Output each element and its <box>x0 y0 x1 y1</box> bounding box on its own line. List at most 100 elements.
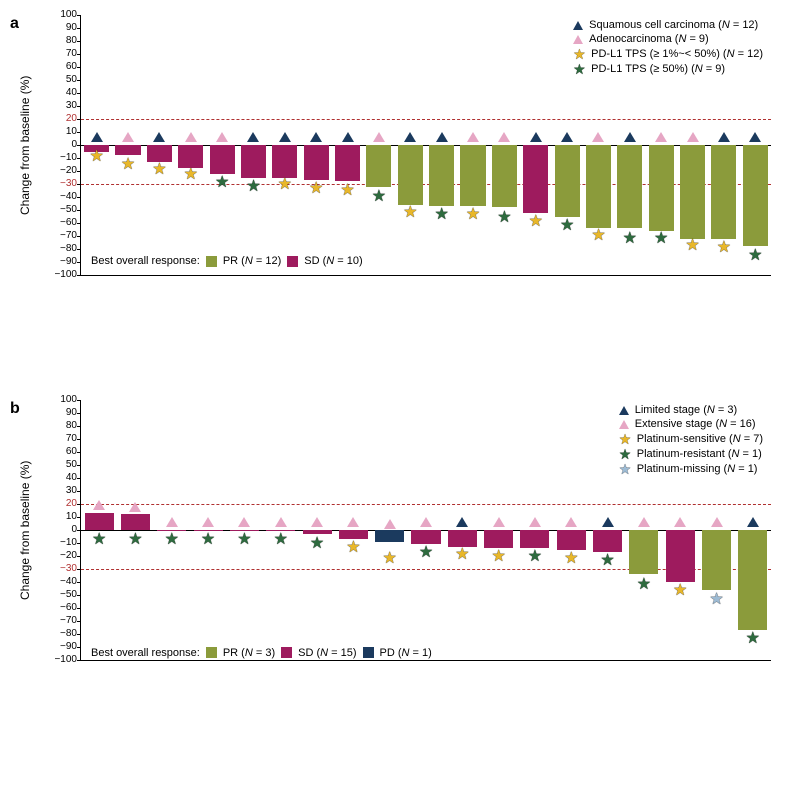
triangle-marker <box>275 517 287 527</box>
waterfall-bar <box>523 145 548 213</box>
waterfall-bar <box>617 145 642 228</box>
bar-slot: ★ <box>238 15 269 275</box>
bar-slot: ★ <box>269 15 300 275</box>
y-tick-label: −60 <box>60 603 81 613</box>
triangle-marker <box>456 517 468 527</box>
y-tick-label: −80 <box>60 244 81 254</box>
triangle-marker <box>529 517 541 527</box>
star-marker: ★ <box>165 532 179 548</box>
bar-slot: ★ <box>154 400 190 660</box>
triangle-icon <box>619 420 629 429</box>
y-tick-label: 10 <box>66 512 81 522</box>
legend-label: Platinum-sensitive (N = 7) <box>637 433 763 446</box>
legend-label: Squamous cell carcinoma (N = 12) <box>589 19 758 32</box>
star-icon: ★ <box>619 432 631 446</box>
y-tick-label: 80 <box>66 421 81 431</box>
waterfall-bar <box>743 145 768 246</box>
triangle-marker <box>655 132 667 142</box>
triangle-marker <box>122 132 134 142</box>
star-marker: ★ <box>201 532 215 548</box>
legend-row: ★Platinum-missing (N = 1) <box>619 462 763 476</box>
triangle-marker <box>498 132 510 142</box>
bar-slot: ★ <box>489 15 520 275</box>
bar-slot: ★ <box>144 15 175 275</box>
star-marker: ★ <box>455 547 469 563</box>
star-marker: ★ <box>564 551 578 567</box>
y-tick-label: 50 <box>66 460 81 470</box>
waterfall-bar <box>429 145 454 206</box>
legend-label: PD-L1 TPS (≥ 50%) (N = 9) <box>591 63 725 76</box>
waterfall-bar <box>460 145 485 206</box>
legend-swatch <box>206 647 217 658</box>
star-marker: ★ <box>372 189 386 205</box>
y-tick-label: −70 <box>60 231 81 241</box>
panel-label-a: a <box>10 15 19 33</box>
triangle-icon <box>573 35 583 44</box>
y-tick-label: 60 <box>66 62 81 72</box>
waterfall-bar <box>147 145 172 162</box>
bar-slot: ★ <box>81 400 117 660</box>
bar-slot: ★ <box>372 400 408 660</box>
legend-row: Adenocarcinoma (N = 9) <box>573 33 763 46</box>
bottom-legend-prefix: Best overall response: <box>91 255 200 267</box>
star-marker: ★ <box>340 183 354 199</box>
triangle-marker <box>202 517 214 527</box>
bottom-legend-label: PR (N = 3) <box>223 647 275 659</box>
star-marker: ★ <box>92 532 106 548</box>
star-marker: ★ <box>274 532 288 548</box>
waterfall-bar <box>711 145 736 239</box>
waterfall-bar <box>738 530 767 630</box>
bar-slot: ★ <box>263 400 299 660</box>
y-axis-label: Change from baseline (%) <box>18 76 32 215</box>
star-marker: ★ <box>419 545 433 561</box>
star-marker: ★ <box>528 549 542 565</box>
bar-slot: ★ <box>520 15 551 275</box>
panel-a: aChange from baseline (%)−100−90−80−70−6… <box>10 15 784 335</box>
star-marker: ★ <box>591 228 605 244</box>
star-marker: ★ <box>560 218 574 234</box>
triangle-marker <box>565 517 577 527</box>
bottom-legend: Best overall response:PR (N = 3)SD (N = … <box>91 647 432 659</box>
legend-label: PD-L1 TPS (≥ 1%~< 50%) (N = 12) <box>591 48 763 61</box>
legend-row: ★Platinum-resistant (N = 1) <box>619 447 763 461</box>
star-marker: ★ <box>346 540 360 556</box>
bar-slot: ★ <box>301 15 332 275</box>
legend-label: Limited stage (N = 3) <box>635 404 737 417</box>
triangle-marker <box>185 132 197 142</box>
triangle-marker <box>91 132 103 142</box>
triangle-marker <box>493 517 505 527</box>
triangle-marker <box>747 517 759 527</box>
y-tick-label: 0 <box>71 525 81 535</box>
star-marker: ★ <box>152 162 166 178</box>
y-tick-label: −20 <box>60 166 81 176</box>
triangle-marker <box>436 132 448 142</box>
legend-swatch <box>363 647 374 658</box>
triangle-marker <box>373 132 385 142</box>
star-marker: ★ <box>383 551 397 567</box>
triangle-marker <box>384 519 396 529</box>
bar-slot: ★ <box>480 400 516 660</box>
star-marker: ★ <box>685 238 699 254</box>
star-icon: ★ <box>573 62 585 76</box>
legend-row: ★ PD-L1 TPS (≥ 50%) (N = 9) <box>573 62 763 76</box>
y-tick-label: 20 <box>66 114 81 124</box>
y-tick-label: −30 <box>60 564 81 574</box>
triangle-marker <box>404 132 416 142</box>
waterfall-bar <box>520 530 549 548</box>
waterfall-bar <box>593 530 622 552</box>
y-tick-label: −10 <box>60 538 81 548</box>
bar-slot: ★ <box>335 400 371 660</box>
star-marker: ★ <box>121 157 135 173</box>
star-marker: ★ <box>491 549 505 565</box>
waterfall-bar <box>492 145 517 207</box>
bar-slot: ★ <box>444 400 480 660</box>
star-marker: ★ <box>746 631 760 647</box>
bottom-legend: Best overall response:PR (N = 12)SD (N =… <box>91 255 363 267</box>
y-tick-label: −80 <box>60 629 81 639</box>
waterfall-bar <box>398 145 423 205</box>
waterfall-bar <box>375 530 404 542</box>
triangle-marker <box>310 132 322 142</box>
panel-label-b: b <box>10 400 20 418</box>
star-marker: ★ <box>529 214 543 230</box>
triangle-marker <box>687 132 699 142</box>
